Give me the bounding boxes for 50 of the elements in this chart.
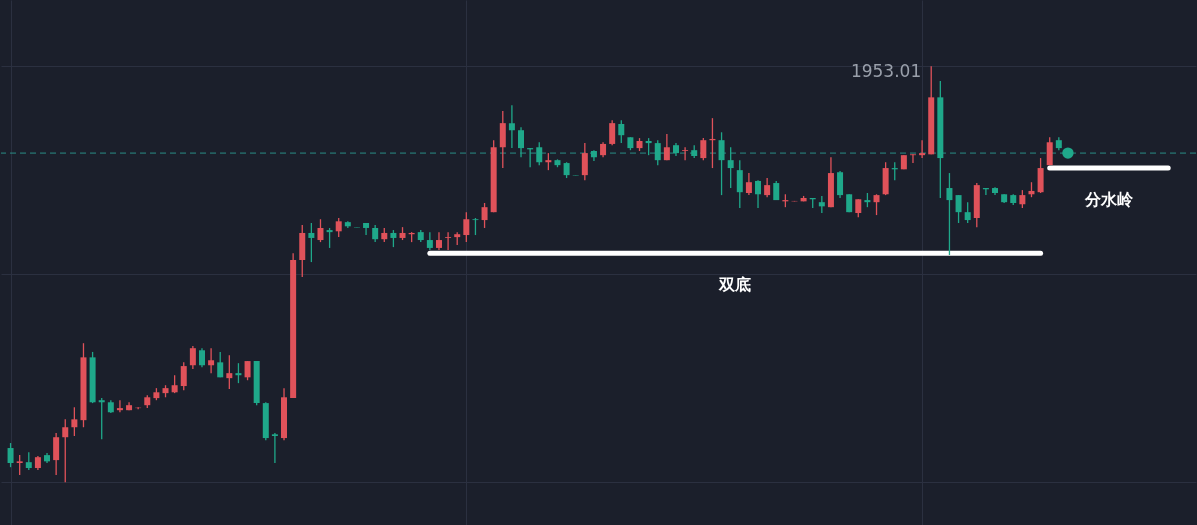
- candlestick: [536, 141, 543, 166]
- candlestick: [946, 172, 953, 256]
- candlestick: [235, 362, 242, 384]
- candlestick: [718, 131, 725, 196]
- candlestick: [217, 351, 224, 378]
- candlestick: [609, 119, 616, 146]
- candlestick: [700, 137, 707, 161]
- candlestick: [764, 177, 771, 198]
- candlestick: [244, 360, 251, 381]
- candlestick: [508, 104, 515, 149]
- candlestick: [736, 159, 743, 209]
- candlestick: [180, 361, 187, 391]
- candlestick: [837, 170, 844, 199]
- series-label: 分水岭: [1083, 190, 1134, 210]
- candlestick: [189, 345, 196, 370]
- candlestick: [682, 146, 689, 161]
- series-label: 双底: [718, 275, 752, 295]
- candlestick: [198, 347, 205, 368]
- candlestick: [618, 119, 625, 144]
- candlestick: [1046, 136, 1053, 166]
- candlestick: [326, 227, 333, 249]
- candlestick: [62, 418, 69, 483]
- candlestick: [581, 142, 588, 181]
- candlestick: [755, 179, 762, 209]
- candlestick: [308, 222, 315, 263]
- candlestick: [663, 133, 670, 161]
- candlestick: [964, 201, 971, 224]
- candlestick: [53, 432, 60, 476]
- candlestick: [71, 406, 78, 437]
- candlestick: [873, 193, 880, 216]
- candlestick: [463, 211, 470, 243]
- candlestick: [208, 347, 215, 374]
- candlestick: [226, 354, 233, 390]
- candlestick: [16, 454, 23, 476]
- candlestick: [481, 202, 488, 229]
- candlestick: [919, 139, 926, 159]
- candlestick: [7, 442, 14, 468]
- candlestick: [271, 432, 278, 464]
- candlestick: [727, 146, 734, 189]
- candlestick: [116, 399, 123, 413]
- candlestick: [317, 218, 324, 243]
- candlestick: [909, 153, 916, 164]
- candlestick: [335, 217, 342, 238]
- annotation: 1953.01: [850, 61, 922, 82]
- candlestick: [445, 231, 452, 251]
- candlestick: [745, 172, 752, 196]
- candlestick: [654, 139, 661, 166]
- candlestick: [955, 194, 962, 224]
- candlestick: [98, 397, 105, 440]
- candlestick: [518, 126, 525, 158]
